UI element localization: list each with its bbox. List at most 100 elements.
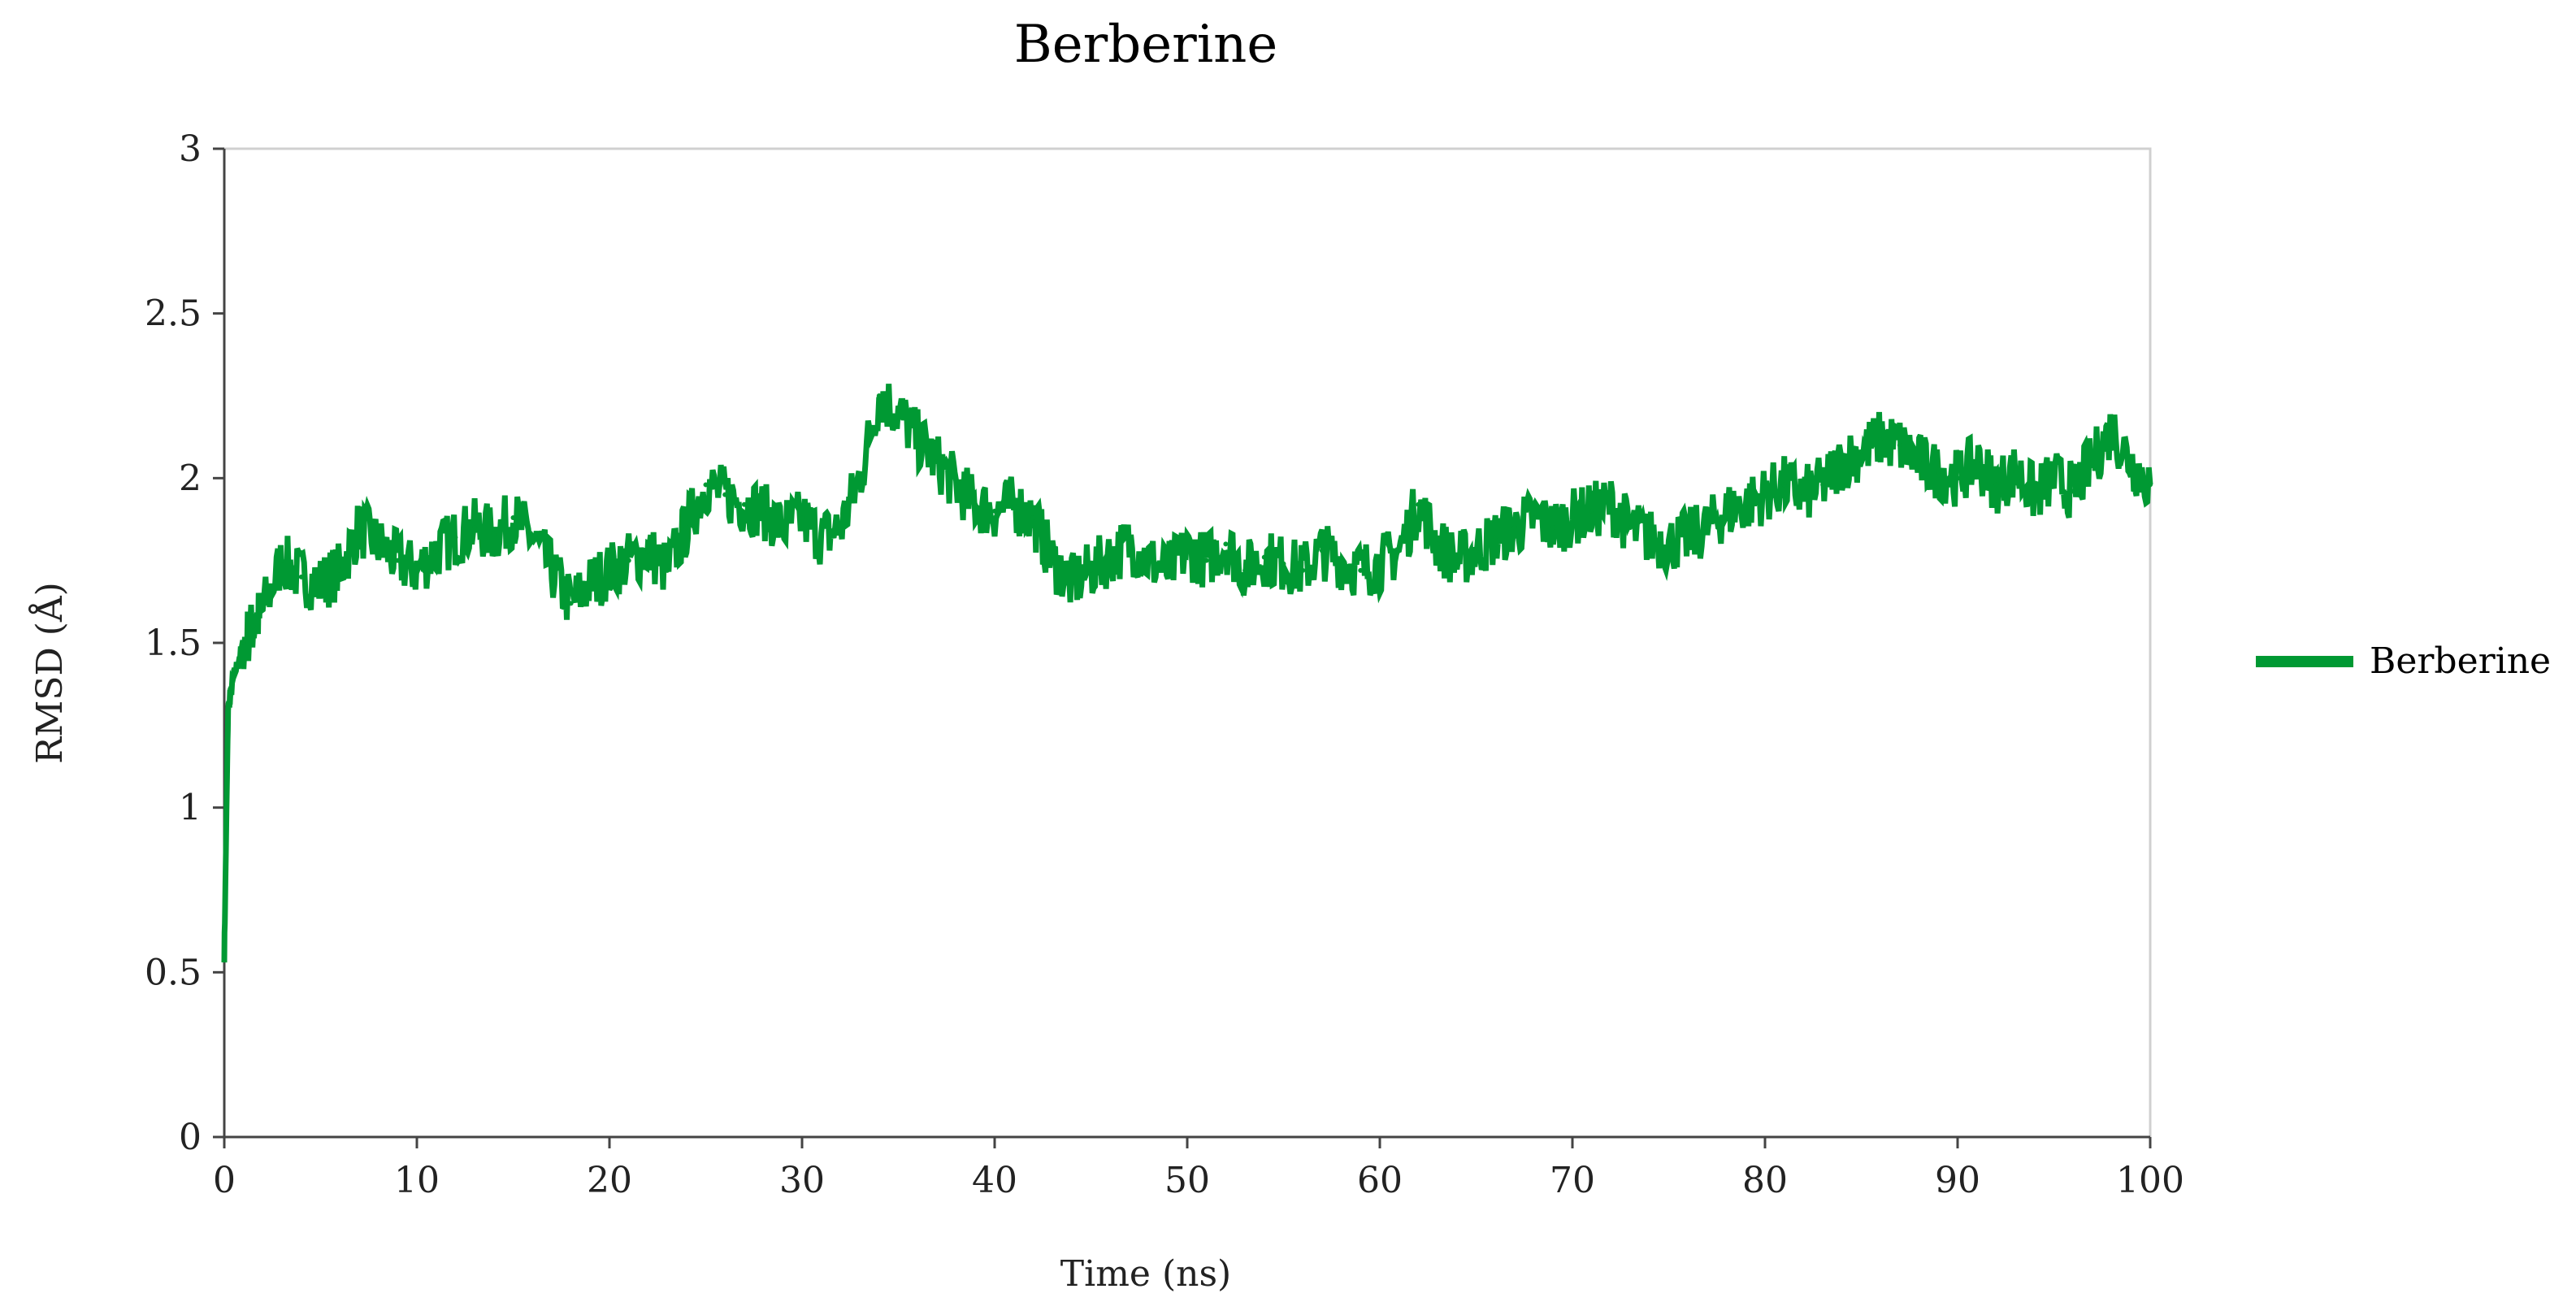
data-point [1550,525,1556,531]
data-point [1069,581,1074,587]
data-point [703,482,709,488]
data-point [231,673,236,679]
data-point [896,410,901,415]
y-tick-label: 2 [179,458,202,499]
data-point [973,501,978,507]
data-point [626,558,631,563]
data-point [1704,525,1710,531]
data-point [1820,482,1826,488]
data-point [2109,426,2114,432]
data-point [1743,501,1749,507]
data-point [1628,525,1633,531]
data-point [1223,541,1229,547]
data-point [1050,558,1056,563]
x-tick-label: 0 [213,1160,236,1201]
y-tick-label: 0 [179,1117,202,1158]
data-point [1473,548,1479,553]
data-point [1011,501,1017,507]
data-point [433,548,439,553]
data-point [1839,459,1845,465]
data-point [1281,561,1286,566]
data-point [1261,554,1267,560]
y-axis: 0 0.5 1 1.5 2 2.5 3 [145,128,226,1158]
data-point [1724,508,1729,514]
x-tick-label: 60 [1357,1160,1403,1201]
data-point [491,532,497,537]
data-point [298,574,304,579]
data-point [2013,469,2019,475]
data-point [1858,449,1864,454]
data-point [356,525,362,531]
data-point [568,601,574,606]
y-tick-label: 2.5 [145,293,202,335]
legend-label: Berberine [2370,640,2551,682]
x-tick-label: 40 [972,1160,1017,1201]
x-tick-label: 80 [1742,1160,1788,1201]
data-point [1897,442,1902,448]
data-point [453,535,458,540]
data-point [818,535,824,540]
y-tick-label: 3 [179,128,202,170]
data-point [1685,535,1691,540]
data-point [1242,567,1248,573]
data-point [1185,548,1190,553]
data-point [222,953,227,959]
data-point [375,541,381,547]
x-tick-label: 10 [394,1160,440,1201]
data-point [510,514,516,520]
data-point [1300,567,1306,573]
data-point [1974,459,1980,465]
data-point [260,607,266,613]
data-point [1377,561,1382,566]
data-point [992,508,997,514]
data-point [530,535,536,540]
data-point [2032,492,2037,497]
data-point [549,567,554,573]
data-point [588,581,593,587]
data-point [1589,508,1594,514]
data-point [1416,501,1421,507]
data-point [1531,514,1537,520]
data-point [665,567,670,573]
data-point [2051,475,2057,481]
data-point [722,492,728,497]
data-point [800,514,804,520]
data-point [2148,482,2153,488]
data-point [1493,535,1498,540]
data-point [1126,541,1132,547]
data-point [1319,548,1325,553]
data-point [2089,459,2095,465]
data-point [953,482,959,488]
data-point [780,525,786,531]
data-point [1936,469,1941,475]
x-tick-label: 90 [1935,1160,1980,1201]
x-axis-label: Time (ns) [1060,1253,1231,1295]
data-point [1511,525,1517,531]
plot-area-frame [223,147,2152,1139]
x-tick-label: 70 [1550,1160,1595,1201]
data-point [1338,558,1344,563]
data-point [225,706,231,712]
x-axis: 0 10 20 30 40 50 60 70 80 90 100 [213,1135,2184,1201]
data-point [1396,548,1402,553]
data-point [645,548,651,553]
data-point [1146,558,1151,563]
data-point [761,508,766,514]
data-point [1993,482,1999,488]
y-tick-label: 1 [179,788,202,829]
data-point [1030,514,1036,520]
data-point [1435,541,1441,547]
x-tick-label: 100 [2116,1160,2184,1201]
x-tick-label: 50 [1164,1160,1210,1201]
x-tick-label: 30 [779,1160,825,1201]
y-axis-label: RMSD (Å) [28,582,71,764]
series-line-berberine [221,384,2153,963]
data-point [741,501,747,507]
data-point [1358,567,1364,573]
legend: Berberine [2256,640,2551,682]
data-point [1454,558,1459,563]
data-point [1878,436,1884,441]
y-tick-label: 0.5 [145,952,202,993]
data-point [2128,459,2134,465]
